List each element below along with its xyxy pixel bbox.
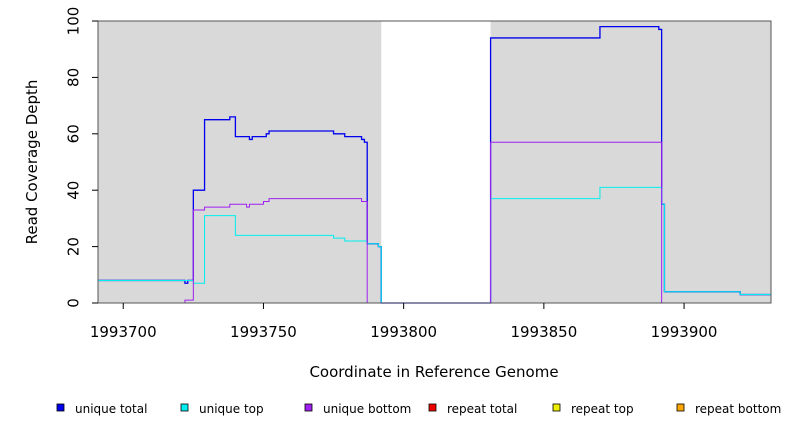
x-tick-label: 1993700 — [90, 323, 157, 341]
legend-item-unique-top: unique top — [180, 402, 264, 416]
legend-item-repeat-total: repeat total — [428, 402, 517, 416]
series-unique-total — [98, 25, 771, 304]
y-tick-label: 80 — [65, 68, 83, 87]
y-tick-label: 40 — [65, 181, 83, 200]
legend-label: unique top — [199, 402, 264, 416]
legend-label: repeat top — [571, 402, 634, 416]
legend-item-unique-bottom: unique bottom — [304, 402, 411, 416]
legend-swatch — [304, 403, 313, 412]
plot-background — [98, 21, 771, 303]
legend-label: unique total — [75, 402, 147, 416]
shaded-region-0 — [98, 21, 382, 303]
legend-label: repeat bottom — [695, 402, 781, 416]
legend-swatch — [428, 403, 437, 412]
x-tick-label: 1993900 — [651, 323, 718, 341]
y-tick-label: 100 — [65, 7, 83, 36]
legend-swatch — [180, 403, 189, 412]
x-tick-label: 1993800 — [370, 323, 437, 341]
y-axis: 0 20 40 60 80 100 — [65, 7, 98, 308]
y-tick-label: 20 — [65, 237, 83, 256]
legend-item-repeat-bottom: repeat bottom — [676, 402, 781, 416]
series-unique-top — [98, 186, 771, 304]
legend-item-unique-total: unique total — [56, 402, 147, 416]
legend-label: unique bottom — [323, 402, 411, 416]
legend-swatch — [552, 403, 561, 412]
x-axis: 1993700 1993750 1993800 1993850 1993900 — [90, 303, 718, 341]
y-tick-label: 0 — [65, 298, 83, 308]
legend-label: repeat total — [447, 402, 517, 416]
legend-item-repeat-top: repeat top — [552, 402, 634, 416]
x-axis-title: Coordinate in Reference Genome — [309, 363, 558, 381]
shaded-region-1 — [490, 21, 771, 303]
x-tick-label: 1993750 — [230, 323, 297, 341]
y-axis-title: Read Coverage Depth — [23, 80, 41, 245]
legend: unique total unique top unique bottom repea… — [56, 402, 781, 416]
y-tick-label: 60 — [65, 124, 83, 143]
legend-swatch — [676, 403, 685, 412]
plot-frame — [97, 20, 772, 304]
x-tick-label: 1993850 — [510, 323, 577, 341]
legend-swatch — [56, 403, 65, 412]
